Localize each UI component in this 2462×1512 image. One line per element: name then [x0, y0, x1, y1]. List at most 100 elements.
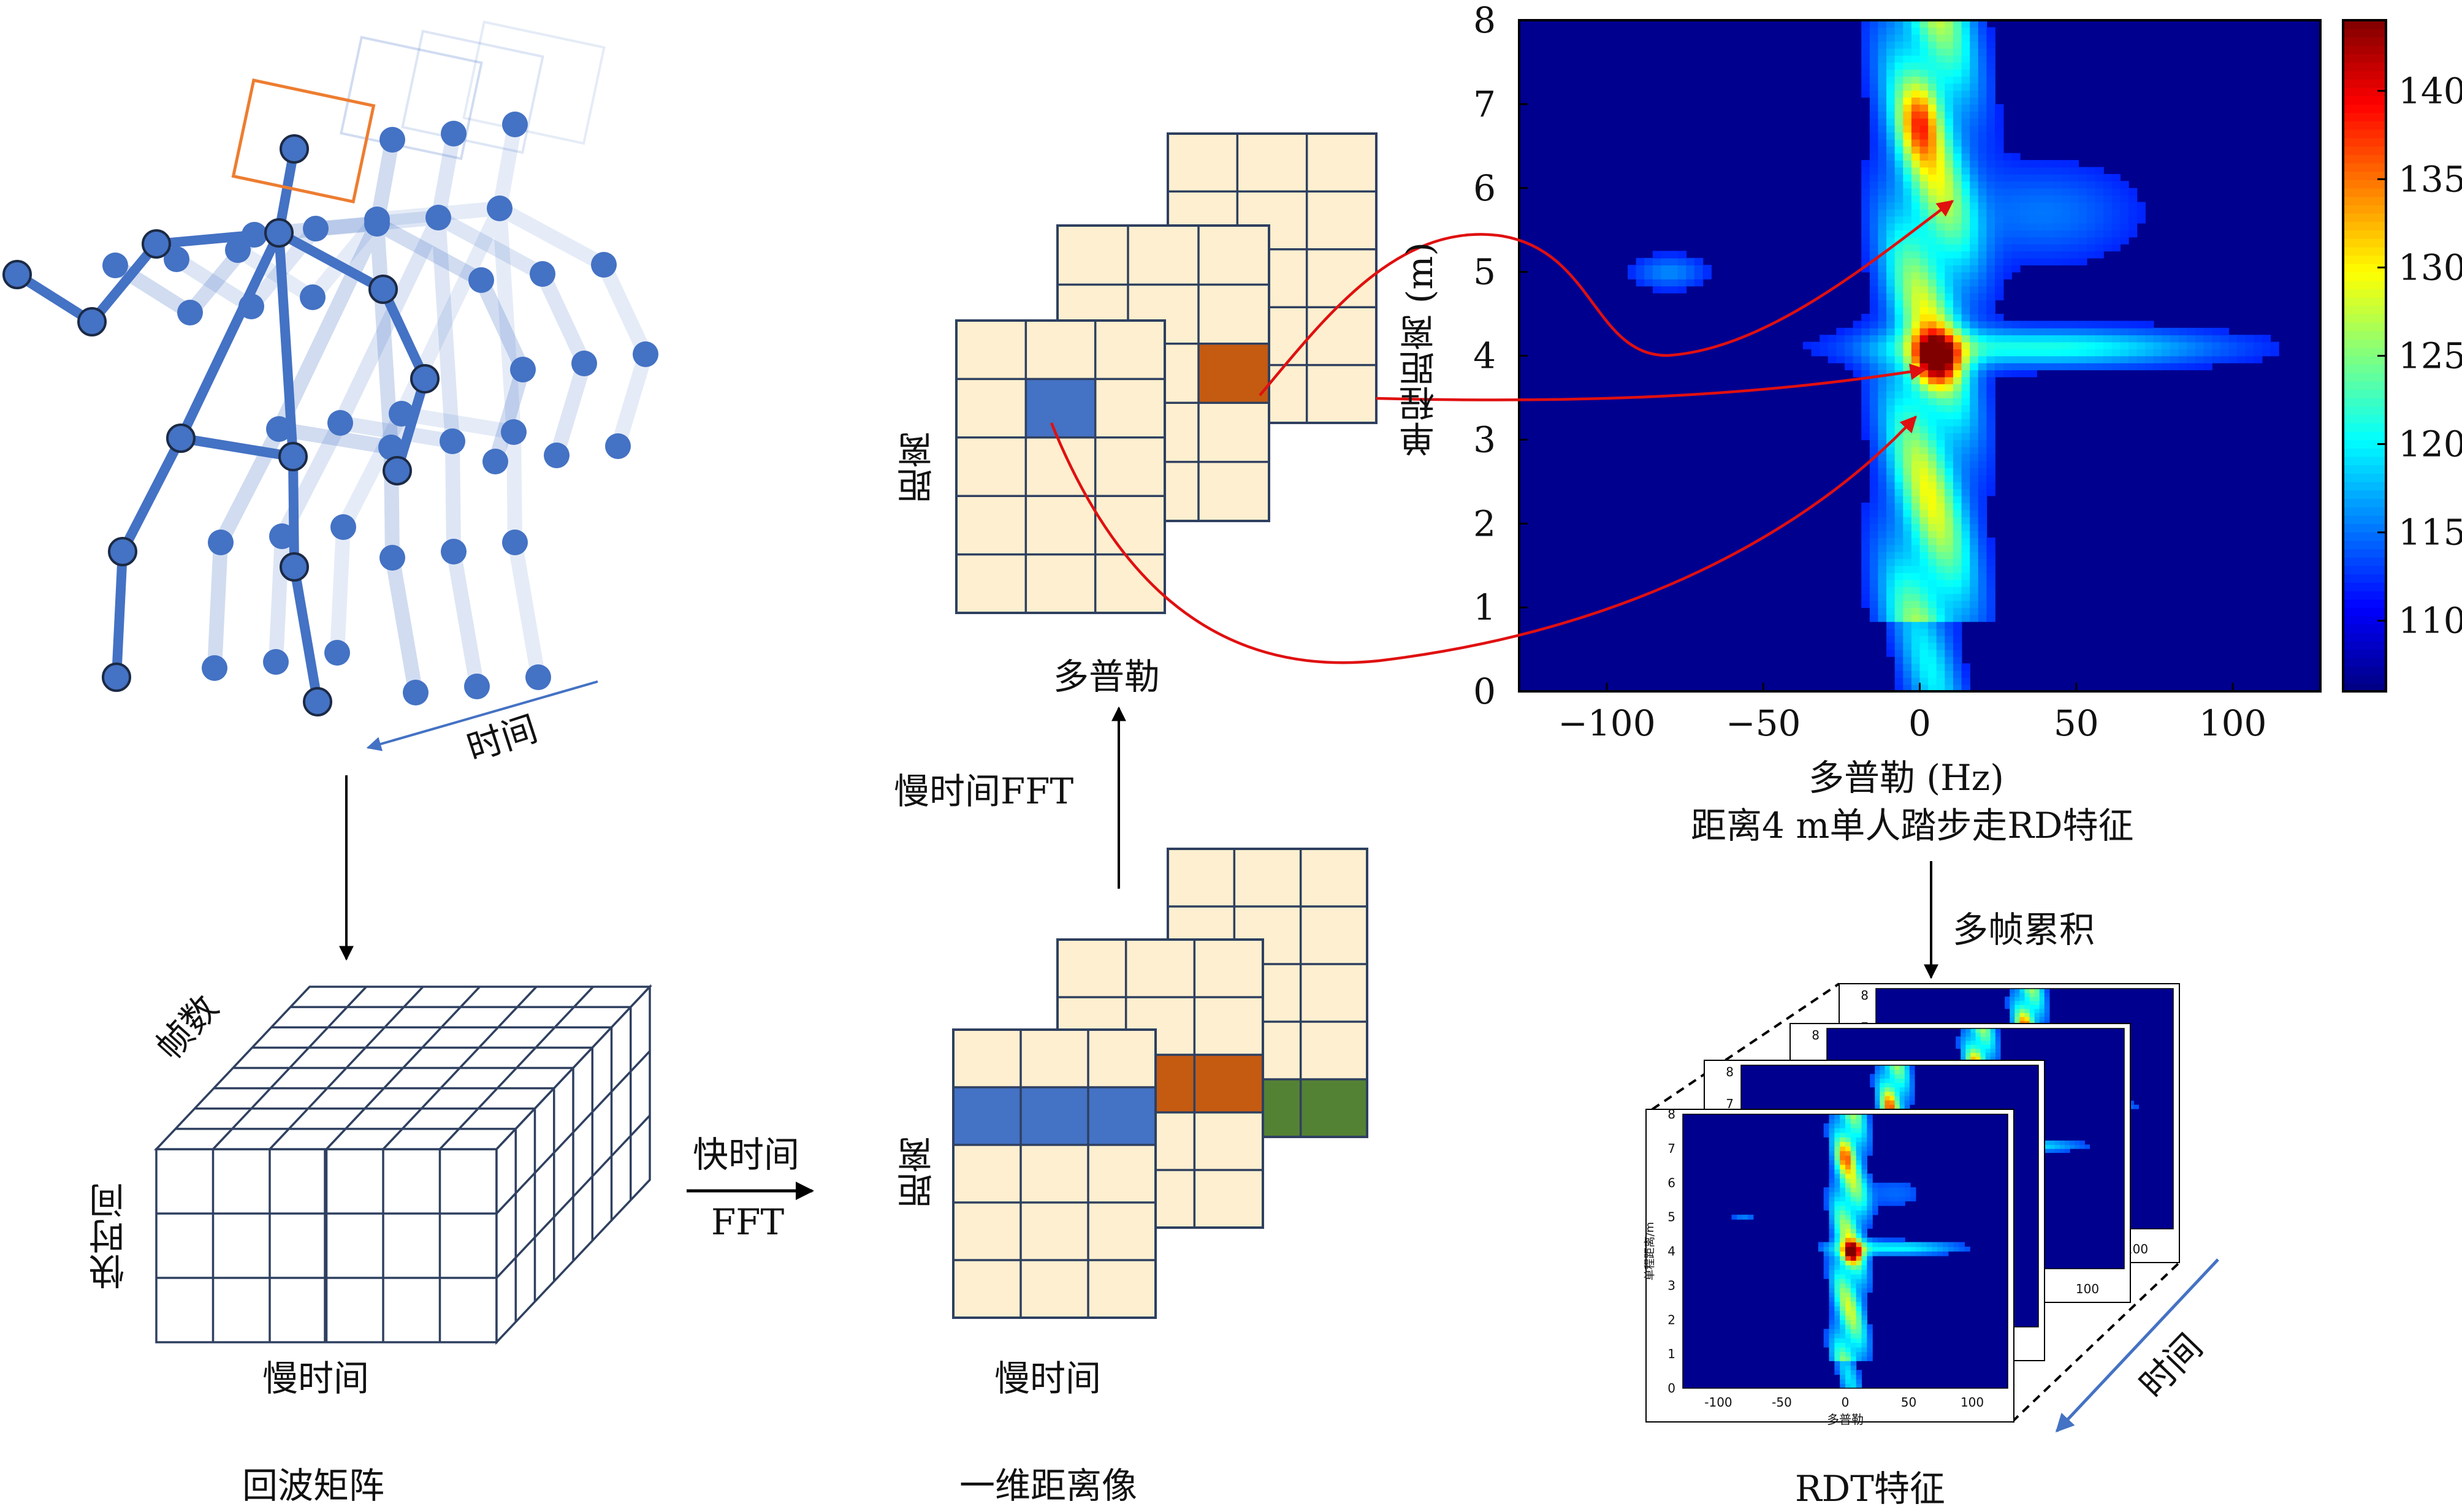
mini-cell	[1970, 1028, 1976, 1033]
rd-cell	[1978, 321, 1988, 329]
rd-cell	[1911, 558, 1921, 566]
rd-cell	[1986, 314, 1995, 322]
mini-cell	[1823, 1187, 1830, 1193]
range-profile-slowtime-label: 慢时间	[994, 1358, 1102, 1399]
mini-cell	[1948, 1247, 1954, 1252]
skeleton-group	[2, 20, 658, 961]
rd-cell	[1970, 370, 1979, 378]
rd-cell	[1936, 663, 1946, 671]
rd-cell	[1978, 265, 1988, 273]
mini-cell	[1845, 1305, 1851, 1311]
rd-ytick-label: 7	[1473, 83, 1496, 125]
rd-cell	[1919, 160, 1929, 168]
rd-cell	[1928, 341, 1937, 349]
rd-cell	[2178, 341, 2187, 349]
mini-cell	[1840, 1274, 1846, 1279]
rd-cell	[2078, 362, 2087, 371]
mini-cell	[1894, 1196, 1900, 1202]
rd-cell	[1961, 362, 1970, 371]
rd-cell	[1986, 272, 1995, 279]
rd-cell	[1878, 208, 1887, 217]
mini-xtick-label: -100	[1704, 1395, 1732, 1410]
mini-cell	[1872, 1201, 1878, 1206]
faded-joint	[208, 530, 234, 555]
mini-cell	[1829, 1137, 1835, 1142]
colorbar-tick-label: 110	[2398, 600, 2462, 642]
mini-cell	[1975, 1040, 1981, 1045]
mini-cell	[1861, 1160, 1867, 1165]
rd-cell	[1936, 405, 1946, 412]
rd-cell	[1961, 384, 1970, 392]
rd-cell	[1869, 237, 1879, 245]
rd-cell	[1919, 551, 1929, 560]
rd-cell	[1886, 419, 1896, 427]
mini-cell	[1861, 1196, 1867, 1202]
rd-cell	[2011, 370, 2021, 378]
mini-cell	[2010, 1012, 2015, 1017]
rd-cell	[1894, 405, 1904, 412]
rd-cell	[1953, 621, 1962, 629]
mini-cell	[2039, 1012, 2045, 1017]
rd-cell	[1953, 327, 1962, 336]
rd-cell	[1978, 538, 1988, 545]
mini-cell	[1840, 1255, 1846, 1261]
rd-cell	[2019, 222, 2029, 230]
colorbar-step	[2343, 624, 2386, 633]
rd-cell	[2262, 341, 2271, 349]
rd-cell	[2037, 341, 2046, 349]
mini-ytick-label: 6	[1667, 1176, 1675, 1190]
mini-cell	[1961, 1048, 1966, 1053]
rd-cell	[1853, 327, 1862, 336]
rd-cell	[1903, 272, 1912, 279]
rd-cell	[1961, 314, 1970, 322]
mini-cell	[1872, 1237, 1878, 1243]
mini-cell	[1850, 1187, 1857, 1193]
faded-bone	[446, 544, 484, 694]
mini-cell	[1867, 1247, 1873, 1252]
rd-cell	[1995, 132, 2004, 140]
mini-cell	[1883, 1242, 1889, 1247]
rd-cell	[1886, 321, 1896, 329]
rd-cell	[1953, 419, 1962, 427]
rd-cell	[1936, 600, 1946, 608]
rd-cell	[1970, 306, 1979, 314]
mini-cell	[1899, 1082, 1905, 1088]
rd-cell	[1861, 341, 1870, 349]
rd-cell	[1970, 523, 1979, 531]
mini-cell	[2019, 1000, 2026, 1005]
rd-cell	[2003, 335, 2013, 343]
rd-cell	[1878, 139, 1887, 147]
mini-cell	[1909, 1100, 1915, 1105]
mini-cell	[1878, 1196, 1884, 1202]
rd-cell	[1853, 341, 1862, 349]
rd-cell	[1903, 684, 1912, 692]
rd-cell	[1886, 69, 1896, 77]
rd-cell	[1928, 390, 1937, 398]
rd-cell	[1995, 173, 2004, 182]
mini-cell	[1742, 1214, 1748, 1220]
mini-cell	[1850, 1351, 1857, 1357]
rd-cell	[1911, 104, 1921, 112]
rd-cell	[2053, 355, 2062, 363]
rd-cell	[1953, 572, 1962, 580]
rd-cell	[1936, 90, 1946, 98]
mini-cell	[1861, 1141, 1867, 1147]
faded-joint	[501, 419, 527, 445]
rd-cell	[1970, 286, 1979, 294]
rd-ytick-label: 0	[1473, 671, 1496, 712]
mini-cell	[1834, 1233, 1840, 1238]
rd-cell	[1911, 90, 1921, 98]
rd-cell	[1911, 677, 1921, 685]
mini-cell	[1834, 1338, 1840, 1343]
mini-cell	[1965, 1052, 1972, 1057]
rd-cell	[1919, 474, 1929, 482]
rd-cell	[2037, 257, 2046, 266]
rd-cell	[2028, 173, 2037, 182]
rd-cell	[1911, 195, 1921, 203]
mini-cell	[1856, 1305, 1862, 1311]
rd-cell	[2095, 216, 2104, 224]
rd-cell	[1919, 670, 1929, 678]
rd-cell	[1953, 55, 1962, 63]
rd-cell	[2111, 321, 2121, 329]
rd-cell	[1878, 516, 1887, 525]
